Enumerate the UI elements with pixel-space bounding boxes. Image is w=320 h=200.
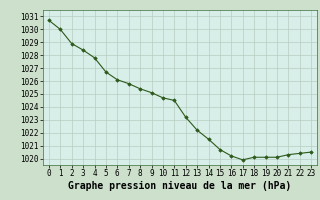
X-axis label: Graphe pression niveau de la mer (hPa): Graphe pression niveau de la mer (hPa) <box>68 181 292 191</box>
